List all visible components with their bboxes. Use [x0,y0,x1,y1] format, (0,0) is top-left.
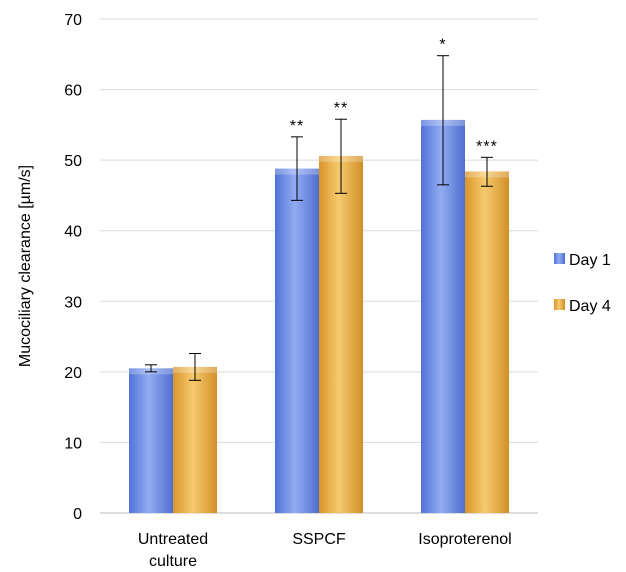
bar-day-4 [319,155,363,513]
significance-marker: *** [476,138,498,155]
y-tick-label: 50 [64,153,82,170]
bar-day-4 [465,171,509,514]
y-tick-label: 60 [64,83,82,100]
x-category-label: Untreated [138,531,208,548]
significance-marker: ** [334,100,348,117]
y-tick-label: 30 [64,294,82,311]
legend-swatch-day-4 [554,299,565,310]
y-tick-label: 40 [64,224,82,241]
bar-day-1 [275,168,319,513]
significance-marker: * [439,37,446,54]
y-axis-title: Mucociliary clearance [µm/s] [17,165,34,367]
y-tick-label: 0 [73,506,82,523]
y-axis-ticks: 0 10 20 30 40 50 60 70 [64,12,82,523]
x-category-label: SSPCF [292,531,346,548]
y-tick-label: 70 [64,12,82,29]
x-category-label: culture [149,553,197,570]
bars: ******** [129,37,509,514]
legend-swatch-day-1 [554,253,565,264]
x-axis-categories: Untreated culture SSPCF Isoproterenol [138,531,512,570]
legend-label-day-4: Day 4 [569,298,611,315]
significance-marker: ** [290,118,304,135]
bar-day-1 [421,119,465,513]
legend: Day 1 Day 4 [554,252,611,315]
y-tick-label: 10 [64,435,82,452]
bar-day-1 [129,368,173,513]
bar-day-4 [173,366,217,513]
legend-label-day-1: Day 1 [569,252,611,269]
x-category-label: Isoproterenol [418,531,511,548]
y-tick-label: 20 [64,365,82,382]
